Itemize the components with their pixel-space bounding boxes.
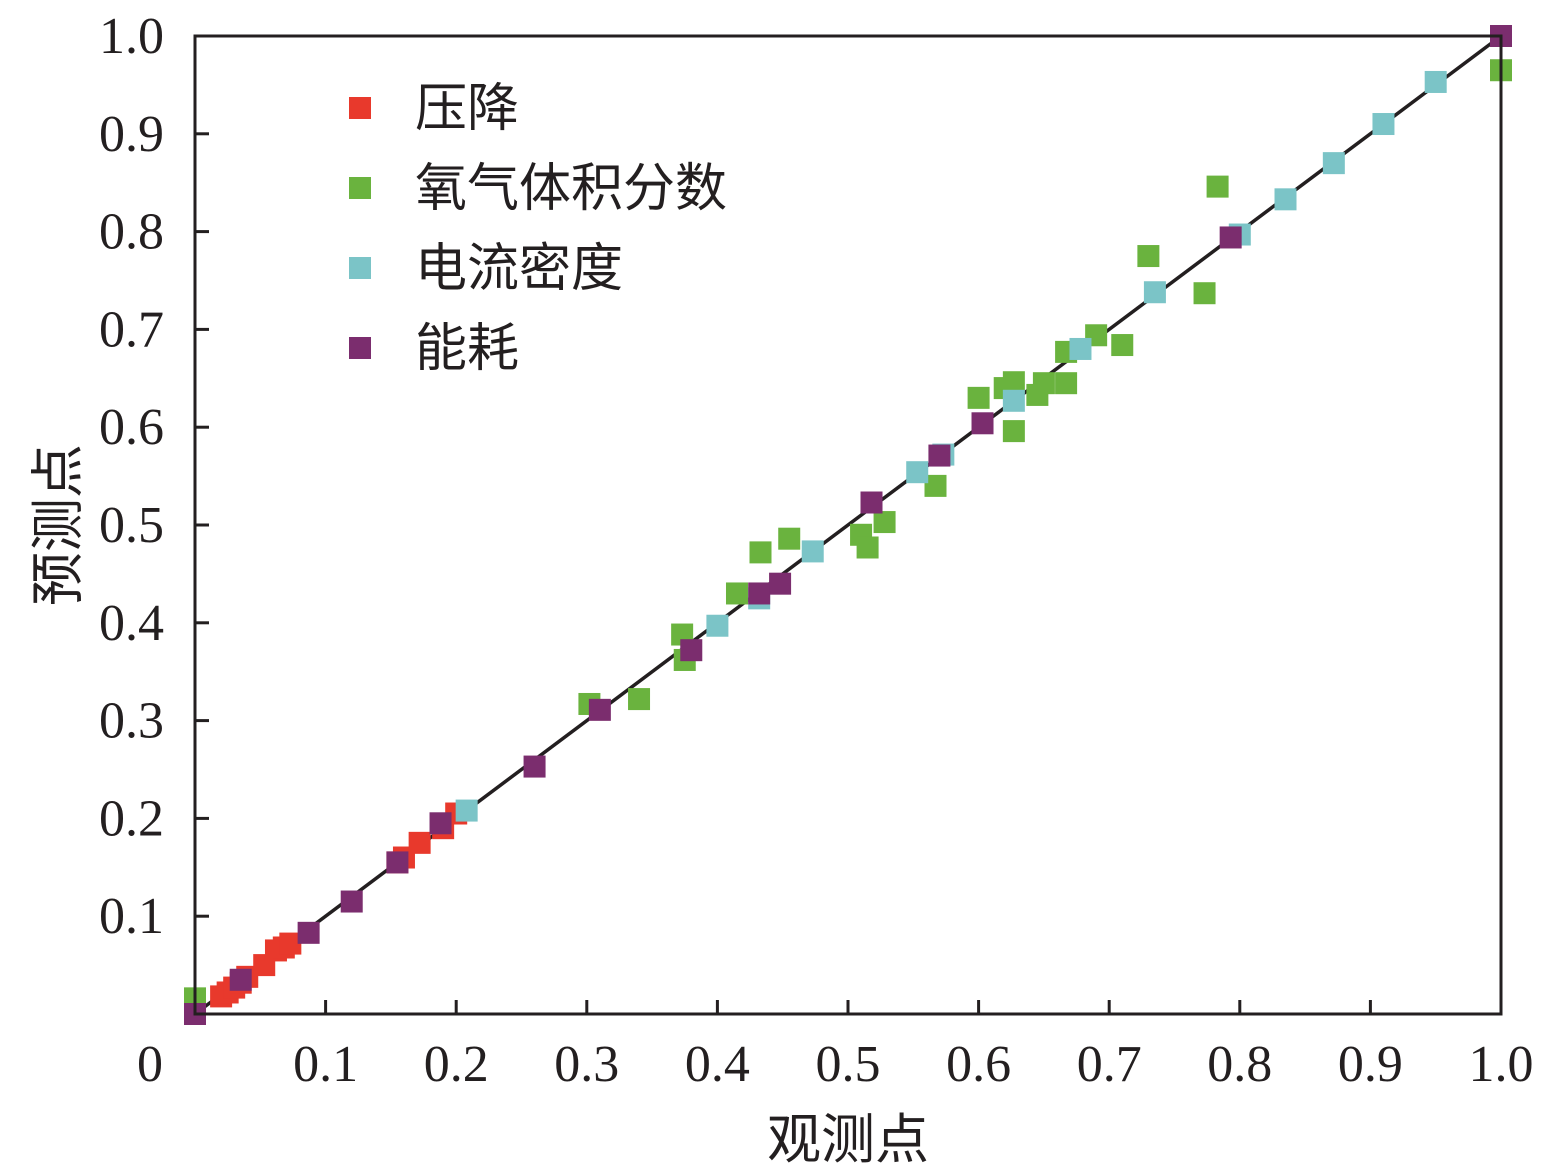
y-axis-title: 预测点 — [27, 444, 90, 606]
data-point-series-3-1 — [229, 968, 252, 991]
data-point-series-3-11 — [860, 491, 883, 514]
x-tick-label: 1.0 — [1469, 1036, 1534, 1093]
data-point-series-1-5 — [725, 582, 748, 605]
data-point-series-3-2 — [297, 921, 320, 944]
x-tick-label: 0.5 — [816, 1036, 881, 1093]
y-tick-label: 0.6 — [99, 399, 164, 456]
x-tick-label: 0.2 — [424, 1036, 489, 1093]
x-axis-title: 观测点 — [767, 1108, 929, 1171]
y-tick-label: 0.9 — [99, 106, 164, 163]
x-tick-label: 0.4 — [685, 1036, 750, 1093]
y-tick-label: 0.3 — [99, 693, 164, 750]
legend-label-0: 压降 — [415, 79, 519, 139]
data-point-series-3-4 — [386, 851, 409, 874]
data-point-series-1-14 — [1002, 371, 1025, 394]
data-point-series-2-3 — [801, 540, 824, 563]
x-tick-label: 0.8 — [1207, 1036, 1272, 1093]
data-point-series-2-7 — [1069, 337, 1092, 360]
y-tick-label: 0.4 — [99, 595, 164, 652]
data-point-series-3-7 — [588, 698, 611, 721]
data-point-series-3-5 — [429, 812, 452, 835]
data-point-series-1-7 — [778, 527, 801, 550]
y-tick-label: 0.8 — [99, 204, 164, 261]
y-tick-label: 1.0 — [99, 8, 164, 65]
data-point-series-1-12 — [967, 386, 990, 409]
data-point-series-2-6 — [1002, 389, 1025, 412]
data-point-series-1-9 — [856, 536, 879, 559]
data-point-series-3-14 — [1219, 226, 1242, 249]
data-point-series-2-12 — [1372, 113, 1395, 136]
tick-labels-layer: 0 0.1 0.2 0.3 0.4 0.5 0.6 0.7 0.8 0.9 1.0 0.1 0.2 0.3… — [99, 8, 1534, 1093]
y-tick-label: 0.2 — [99, 790, 164, 847]
data-point-series-1-10 — [873, 511, 896, 534]
x-tick-label: 0.9 — [1338, 1036, 1403, 1093]
data-point-series-1-6 — [749, 541, 772, 564]
legend-swatch-0 — [349, 97, 371, 119]
data-point-series-1-17 — [1032, 372, 1055, 395]
data-point-series-2-1 — [706, 614, 729, 637]
data-point-series-2-11 — [1322, 152, 1345, 175]
data-point-series-1-15 — [1002, 420, 1025, 443]
x-tick-label: 0.6 — [946, 1036, 1011, 1093]
data-point-series-3-6 — [523, 755, 546, 778]
data-point-series-1-22 — [1137, 245, 1160, 268]
axis-ticks-layer — [195, 132, 1372, 1014]
data-point-series-2-0 — [455, 799, 478, 822]
x-tick-label: 0.3 — [554, 1036, 619, 1093]
data-point-series-1-2 — [628, 688, 651, 711]
legend-swatch-3 — [349, 337, 371, 359]
data-points-layer — [184, 25, 1512, 1025]
legend-swatch-1 — [349, 177, 371, 199]
legend-label-1: 氧气体积分数 — [415, 159, 727, 219]
x-tick-label: 0 — [137, 1036, 163, 1093]
x-tick-label: 0.1 — [293, 1036, 358, 1093]
y-tick-label: 0.7 — [99, 301, 164, 358]
legend-swatch-2 — [349, 257, 371, 279]
data-point-series-0-9 — [279, 932, 302, 955]
data-point-series-3-8 — [680, 639, 703, 662]
x-tick-label: 0.7 — [1077, 1036, 1142, 1093]
data-point-series-3-3 — [340, 890, 363, 913]
data-point-series-1-24 — [1206, 175, 1229, 198]
data-point-series-2-10 — [1274, 188, 1297, 211]
data-point-series-3-10 — [769, 572, 792, 595]
data-point-series-2-8 — [1143, 281, 1166, 304]
data-point-series-1-18 — [1055, 372, 1078, 395]
data-point-series-0-12 — [408, 831, 431, 854]
data-point-series-3-12 — [928, 444, 951, 467]
y-tick-label: 0.1 — [99, 888, 164, 945]
legend-label-3: 能耗 — [415, 319, 519, 379]
data-point-series-3-13 — [971, 412, 994, 435]
data-point-series-1-21 — [1111, 334, 1134, 357]
data-point-series-3-9 — [748, 582, 771, 605]
y-tick-label: 0.5 — [99, 497, 164, 554]
data-point-series-2-13 — [1424, 70, 1447, 93]
data-point-series-2-4 — [906, 461, 929, 484]
data-point-series-1-11 — [924, 474, 947, 497]
legend-label-2: 电流密度 — [415, 239, 623, 299]
data-point-series-1-23 — [1193, 282, 1216, 305]
